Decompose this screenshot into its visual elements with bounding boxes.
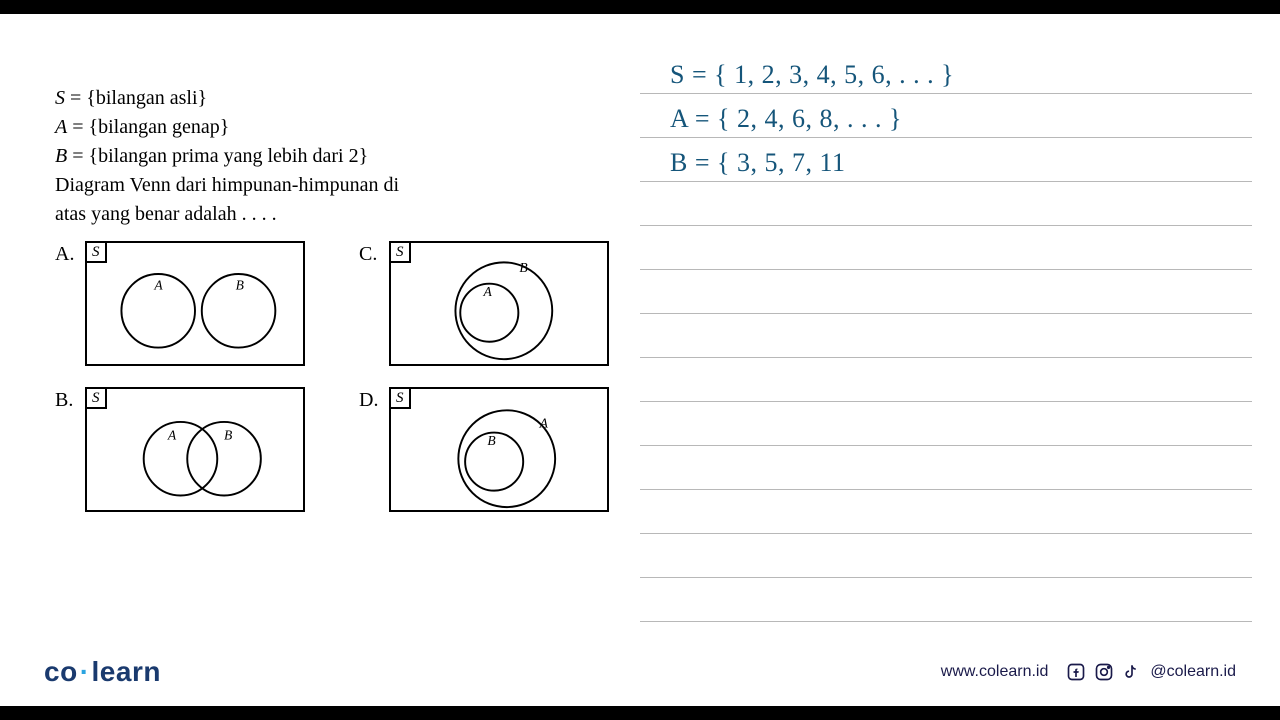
venn-D-setB: B [487, 433, 495, 448]
footer: co·learn www.colearn.id @colearn.id [0, 656, 1280, 688]
option-B-label: B. [55, 387, 77, 412]
set-S-symbol: S [55, 87, 65, 109]
venn-A-setA: A [153, 277, 163, 292]
option-C: C. S A B [359, 241, 659, 381]
facebook-icon [1066, 662, 1086, 682]
venn-A: S A B [85, 241, 305, 366]
option-D-label: D. [359, 387, 381, 412]
set-A-def: = {bilangan genap} [67, 116, 229, 138]
logo-dot: · [80, 656, 90, 687]
options-grid: A. S A B C. S [55, 241, 635, 527]
handwriting-line-2: A = { 2, 4, 6, 8, . . . } [670, 104, 902, 134]
social-icons: @colearn.id [1066, 662, 1236, 682]
footer-handle: @colearn.id [1150, 663, 1236, 681]
set-S-def: = {bilangan asli} [65, 87, 207, 109]
venn-D-setA: A [539, 416, 549, 431]
problem-text: S = {bilangan asli} A = {bilangan genap}… [55, 84, 635, 229]
venn-B-setA: A [167, 427, 177, 442]
venn-B-setB: B [224, 427, 232, 442]
logo-part-2: learn [92, 656, 161, 687]
logo: co·learn [44, 656, 161, 688]
handwriting-line-1: S = { 1, 2, 3, 4, 5, 6, . . . } [670, 60, 954, 90]
set-B-def: = {bilangan prima yang lebih dari 2} [67, 145, 368, 167]
question-line-2: atas yang benar adalah . . . . [55, 200, 635, 229]
instagram-icon [1094, 662, 1114, 682]
set-A-symbol: A [55, 116, 67, 138]
venn-A-setB: B [236, 277, 244, 292]
option-A: A. S A B [55, 241, 355, 381]
logo-part-1: co [44, 656, 78, 687]
question-line-1: Diagram Venn dari himpunan-himpunan di [55, 171, 635, 200]
venn-B: S A B [85, 387, 305, 512]
option-B: B. S A B [55, 387, 355, 527]
option-D: D. S A B [359, 387, 659, 527]
option-A-label: A. [55, 241, 77, 266]
footer-url: www.colearn.id [941, 663, 1049, 681]
venn-C-setA: A [483, 284, 493, 299]
venn-C-setB: B [519, 260, 527, 275]
notebook-panel: S = { 1, 2, 3, 4, 5, 6, . . . } A = { 2,… [640, 50, 1252, 622]
venn-D: S A B [389, 387, 609, 512]
handwriting-line-3: B = { 3, 5, 7, 11 [670, 148, 846, 178]
venn-C: S A B [389, 241, 609, 366]
set-B-symbol: B [55, 145, 67, 167]
tiktok-icon [1122, 662, 1142, 682]
option-C-label: C. [359, 241, 381, 266]
